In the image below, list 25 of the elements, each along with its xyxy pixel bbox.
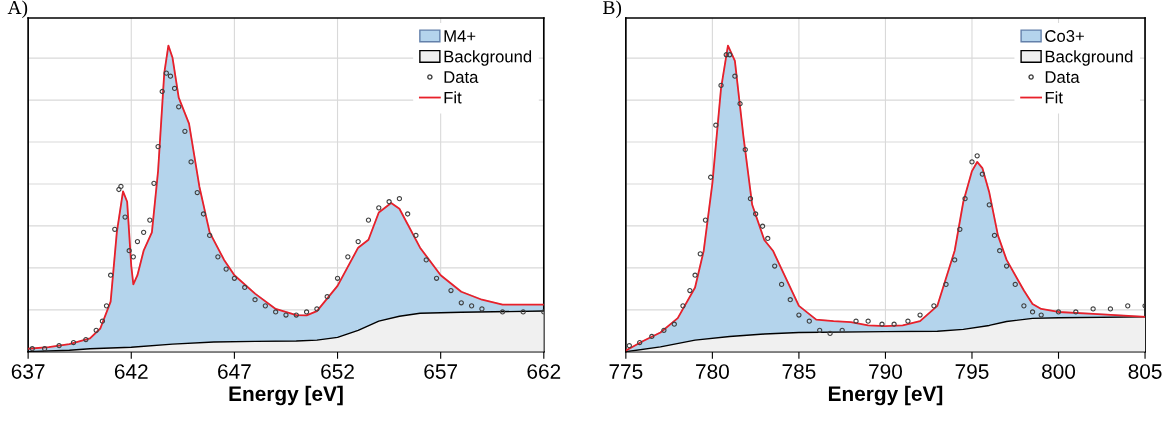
x-tick-label: 657 — [424, 364, 458, 379]
x-tick-label: 795 — [955, 364, 989, 379]
x-tick-label: 780 — [696, 364, 729, 379]
chart-title: A) — [7, 0, 28, 19]
x-tick-label: 662 — [527, 364, 561, 379]
x-tick-label: 652 — [321, 364, 354, 379]
legend-label: Fit — [444, 91, 462, 104]
x-tick-label: 637 — [11, 364, 45, 379]
x-tick-label: 647 — [218, 364, 251, 379]
legend-label: Data — [1045, 71, 1080, 83]
x-tick-label: 775 — [609, 364, 643, 379]
x-axis-title: Energy [eV] — [828, 385, 943, 406]
legend-label: M4+ — [444, 30, 476, 42]
x-tick-label: 642 — [114, 364, 148, 379]
chart-title: B) — [603, 0, 622, 19]
x-tick-label: 805 — [1128, 364, 1162, 379]
x-axis-title: Energy [eV] — [229, 385, 343, 406]
x-tick-label: 800 — [1042, 364, 1076, 379]
legend-label: Data — [444, 71, 479, 83]
x-tick-label: 790 — [869, 364, 903, 379]
legend-label: Background — [444, 50, 532, 66]
legend-label: Background — [1045, 50, 1133, 66]
legend-label: Co3+ — [1045, 30, 1084, 42]
legend-label: Fit — [1045, 91, 1063, 104]
x-tick-label: 785 — [782, 364, 816, 379]
